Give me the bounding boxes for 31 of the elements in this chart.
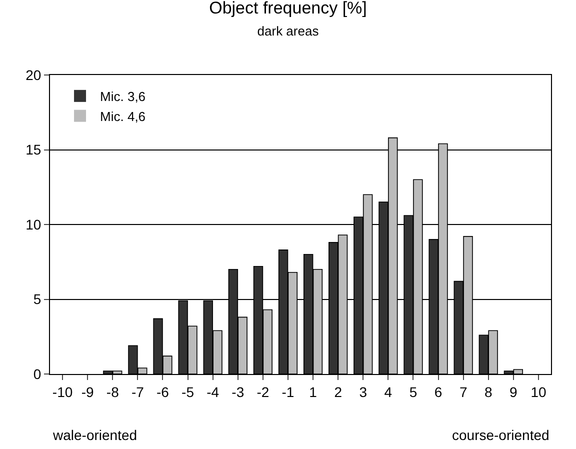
text: course-oriented	[452, 427, 550, 443]
x-tick-label: -8	[106, 384, 120, 400]
x-tick-label: 8	[484, 384, 492, 400]
x-tick-label: 6	[434, 384, 442, 400]
x-tick-label: 10	[530, 384, 546, 400]
x-tick-label: 3	[359, 384, 368, 400]
y-tick-label: 5	[33, 291, 42, 308]
x-tick-label: 9	[510, 384, 518, 400]
y-tick-label: 20	[26, 66, 42, 83]
x-tick-label: -9	[81, 384, 94, 400]
legend-label: Mic. 4,6	[100, 108, 146, 124]
x-tick-label: -3	[232, 384, 244, 400]
y-tick-label: 15	[26, 142, 42, 158]
text: wale-oriented	[52, 427, 138, 443]
x-tick-label: 1	[309, 384, 318, 400]
x-tick-label: -5	[182, 384, 194, 400]
x-tick-label: 4	[384, 384, 392, 400]
chart-title: Object frequency [%]	[209, 0, 367, 18]
y-tick-label: 10	[26, 216, 42, 232]
x-tick-label: -10	[52, 384, 73, 400]
x-tick-label: -1	[282, 384, 294, 400]
x-tick-label: 7	[459, 384, 468, 400]
x-tick-label: 5	[409, 384, 418, 400]
x-tick-label: 2	[334, 384, 342, 400]
x-tick-label: -6	[156, 384, 170, 400]
chart-subtitle: dark areas	[257, 24, 320, 39]
x-tick-label: -2	[256, 384, 270, 400]
x-tick-label: -7	[131, 384, 144, 400]
legend-label: Mic. 3,6	[100, 89, 146, 104]
y-tick-label: 0	[33, 366, 42, 382]
x-tick-label: -4	[206, 384, 220, 400]
